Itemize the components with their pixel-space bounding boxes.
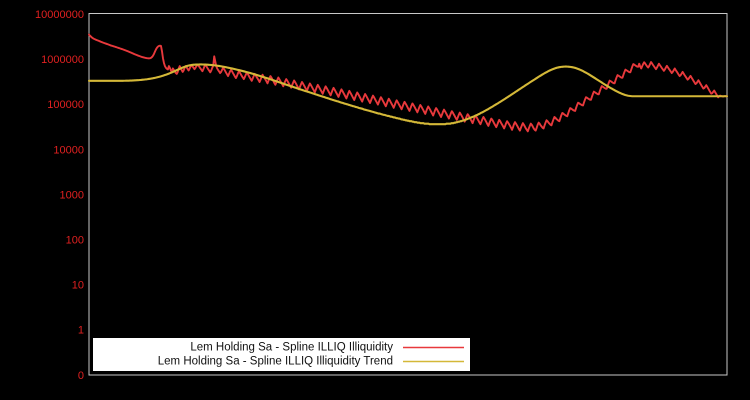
y-axis-tick-label: 10000000 <box>35 9 84 21</box>
plot-frame <box>88 13 728 376</box>
y-axis-tick-label: 1000 <box>60 189 84 201</box>
y-axis-tick-label: 0 <box>78 370 84 382</box>
legend-label: Lem Holding Sa - Spline ILLIQ Illiquidit… <box>190 342 393 354</box>
series-line-illiquidity <box>88 33 728 133</box>
chart-legend[interactable]: Lem Holding Sa - Spline ILLIQ Illiquidit… <box>93 338 470 371</box>
y-axis-tick-label: 1 <box>78 325 84 337</box>
legend-label: Lem Holding Sa - Spline ILLIQ Illiquidit… <box>158 356 393 368</box>
legend-background <box>93 338 470 371</box>
data-series-group <box>87 33 729 133</box>
y-axis-tick-label: 100000 <box>47 99 84 111</box>
series-line-illiquidity-trend <box>87 63 729 126</box>
y-axis-tick-label: 100 <box>66 235 84 247</box>
y-axis-tick-label: 10 <box>72 280 84 292</box>
y-axis-tick-label: 1000000 <box>41 54 84 66</box>
y-axis-tick-label: 10000 <box>53 144 84 156</box>
